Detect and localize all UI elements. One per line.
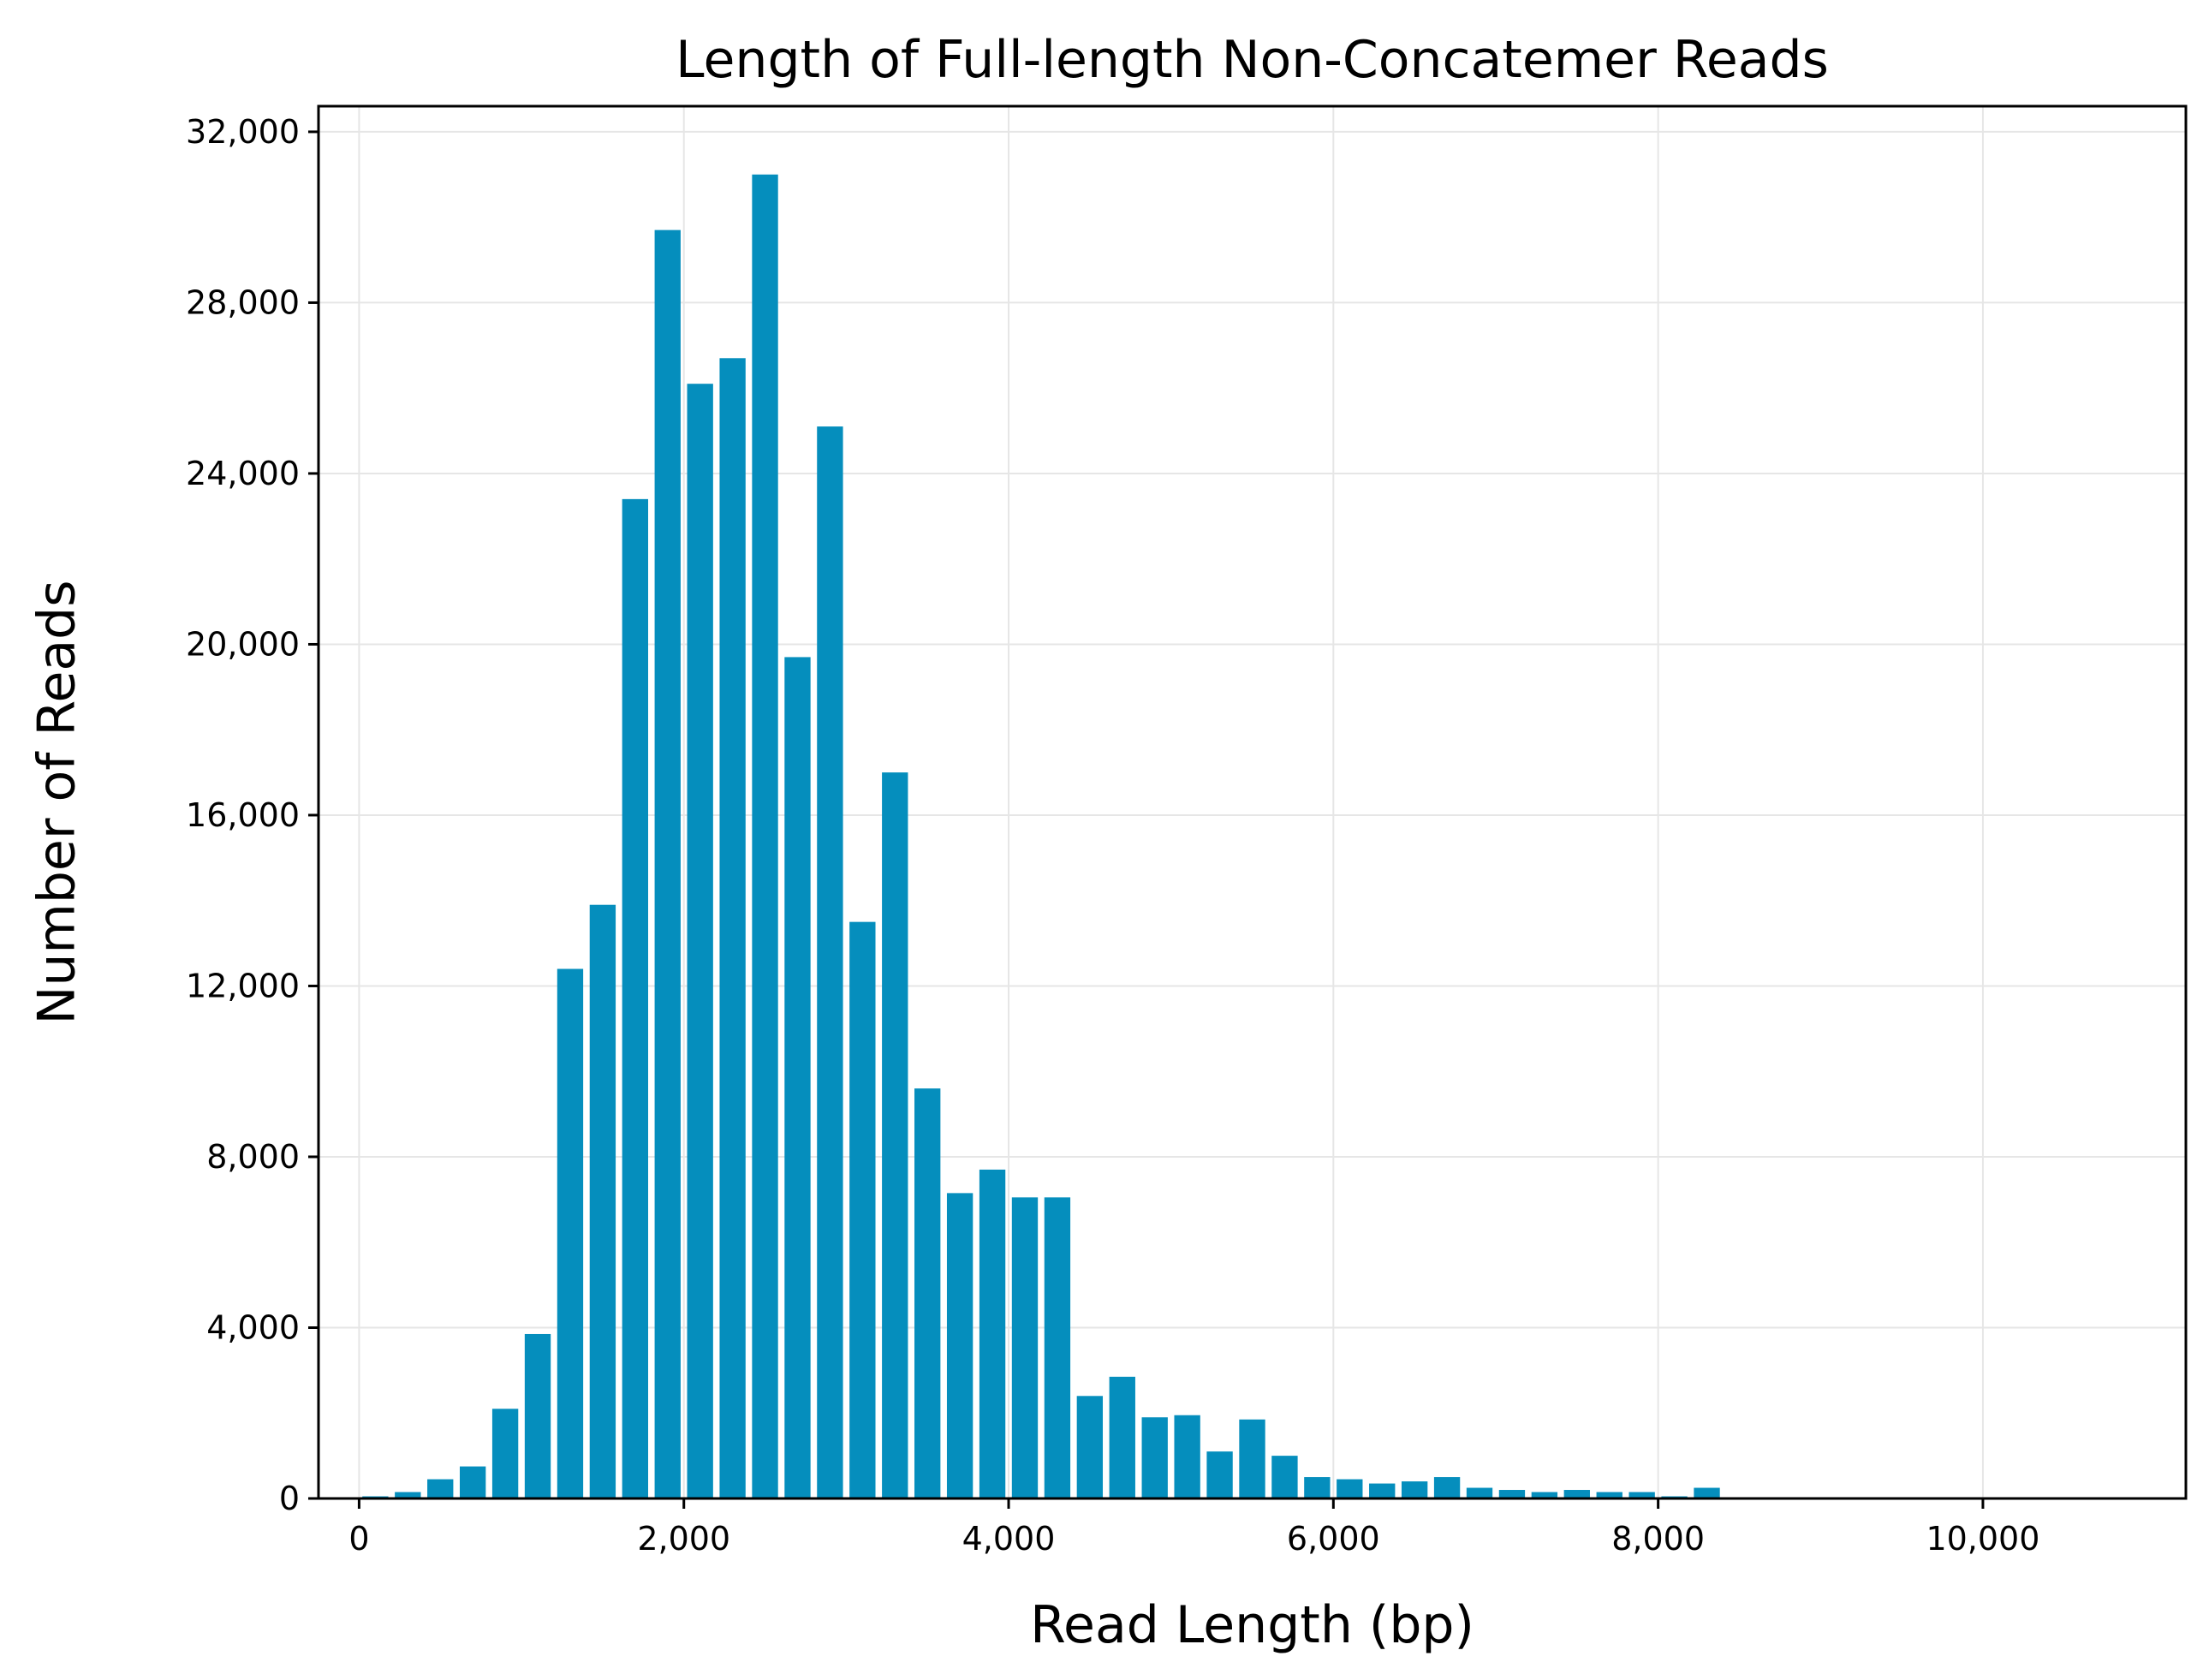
histogram-bar	[589, 904, 616, 1498]
histogram-bar	[1141, 1417, 1168, 1498]
y-tick-label: 16,000	[186, 796, 300, 834]
histogram-bar	[654, 229, 681, 1498]
plot-frame	[317, 104, 2188, 1500]
histogram-bar	[1694, 1487, 1720, 1498]
x-tick-label: 0	[348, 1520, 369, 1558]
histogram-bar	[849, 921, 876, 1498]
x-tick-label: 10,000	[1926, 1520, 2039, 1558]
y-tick-label: 32,000	[186, 113, 300, 151]
histogram-bar	[1498, 1490, 1526, 1498]
histogram-bar	[1206, 1451, 1233, 1498]
y-axis-ticks: 0 4,000 8,000 12,000 16,000 20,000 24,000 28,00…	[186, 113, 319, 1517]
y-axis-label: Number of Reads	[27, 580, 87, 1024]
x-tick-label: 8,000	[1611, 1520, 1705, 1558]
histogram-bar	[1044, 1197, 1071, 1498]
histogram-bar	[1401, 1481, 1428, 1498]
histogram-bar	[817, 426, 843, 1499]
y-tick-label: 0	[279, 1480, 300, 1517]
histogram-bar	[1369, 1483, 1396, 1498]
histogram-bar	[622, 498, 648, 1499]
y-tick-label: 24,000	[186, 455, 300, 492]
histogram-bar	[1628, 1492, 1655, 1498]
histogram-bar	[1466, 1487, 1493, 1498]
histogram-bar	[395, 1492, 421, 1498]
histogram-bar	[1563, 1490, 1590, 1498]
histogram-bar	[1271, 1456, 1298, 1498]
x-tick-label: 6,000	[1287, 1520, 1380, 1558]
histogram-bar	[491, 1409, 519, 1498]
histogram-bar	[1076, 1396, 1104, 1498]
x-tick-label: 2,000	[637, 1520, 730, 1558]
histogram-bar	[1109, 1376, 1135, 1498]
histogram-bar	[914, 1088, 941, 1498]
histogram-bar	[946, 1193, 973, 1498]
x-tick-label: 4,000	[962, 1520, 1056, 1558]
bars	[362, 174, 1720, 1499]
histogram-bar	[687, 384, 713, 1499]
x-axis-label: Read Length (bp)	[1030, 1595, 1474, 1655]
histogram-bar	[1337, 1479, 1363, 1498]
histogram-bar	[1531, 1492, 1558, 1498]
histogram-bar	[1596, 1492, 1622, 1498]
chart-title: Length of Full-length Non-Concatemer Rea…	[676, 30, 1829, 90]
histogram-bar	[1433, 1477, 1461, 1498]
histogram-bar	[719, 358, 746, 1498]
y-tick-label: 12,000	[186, 967, 300, 1004]
histogram-bar	[524, 1333, 551, 1498]
histogram-bar	[752, 174, 778, 1498]
histogram-bar	[557, 968, 584, 1498]
histogram-bar	[427, 1479, 454, 1498]
y-tick-label: 4,000	[206, 1308, 300, 1346]
x-axis-ticks: 0 2,000 4,000 6,000 8,000 10,000	[348, 1498, 2039, 1558]
histogram-bar	[1304, 1477, 1331, 1498]
histogram-bar	[1239, 1419, 1265, 1498]
y-tick-label: 28,000	[186, 283, 300, 321]
histogram-bar	[459, 1466, 486, 1498]
histogram-bar	[1174, 1415, 1200, 1498]
histogram-bar	[784, 657, 811, 1498]
histogram-bar	[1011, 1197, 1039, 1498]
y-tick-label: 8,000	[206, 1138, 300, 1176]
y-tick-label: 20,000	[186, 625, 300, 663]
histogram-bar	[882, 772, 908, 1498]
histogram-bar	[979, 1169, 1006, 1498]
